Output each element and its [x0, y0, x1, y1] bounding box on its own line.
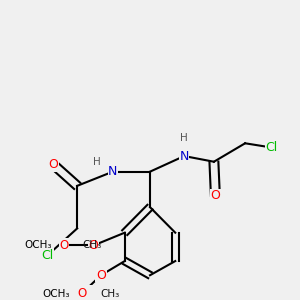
Text: H: H	[93, 157, 101, 167]
Text: O: O	[59, 239, 68, 252]
Text: N: N	[108, 165, 118, 178]
Text: O: O	[211, 189, 220, 202]
Text: O: O	[88, 239, 98, 252]
Text: O: O	[96, 269, 106, 282]
Text: Cl: Cl	[266, 141, 278, 154]
Text: N: N	[179, 150, 189, 163]
Text: CH₃: CH₃	[100, 289, 119, 299]
Text: O: O	[77, 287, 86, 300]
Text: Cl: Cl	[41, 249, 54, 262]
Text: OCH₃: OCH₃	[42, 289, 70, 299]
Text: H: H	[180, 133, 188, 142]
Text: CH₃: CH₃	[82, 241, 101, 250]
Text: O: O	[49, 158, 58, 171]
Text: OCH₃: OCH₃	[24, 241, 52, 250]
